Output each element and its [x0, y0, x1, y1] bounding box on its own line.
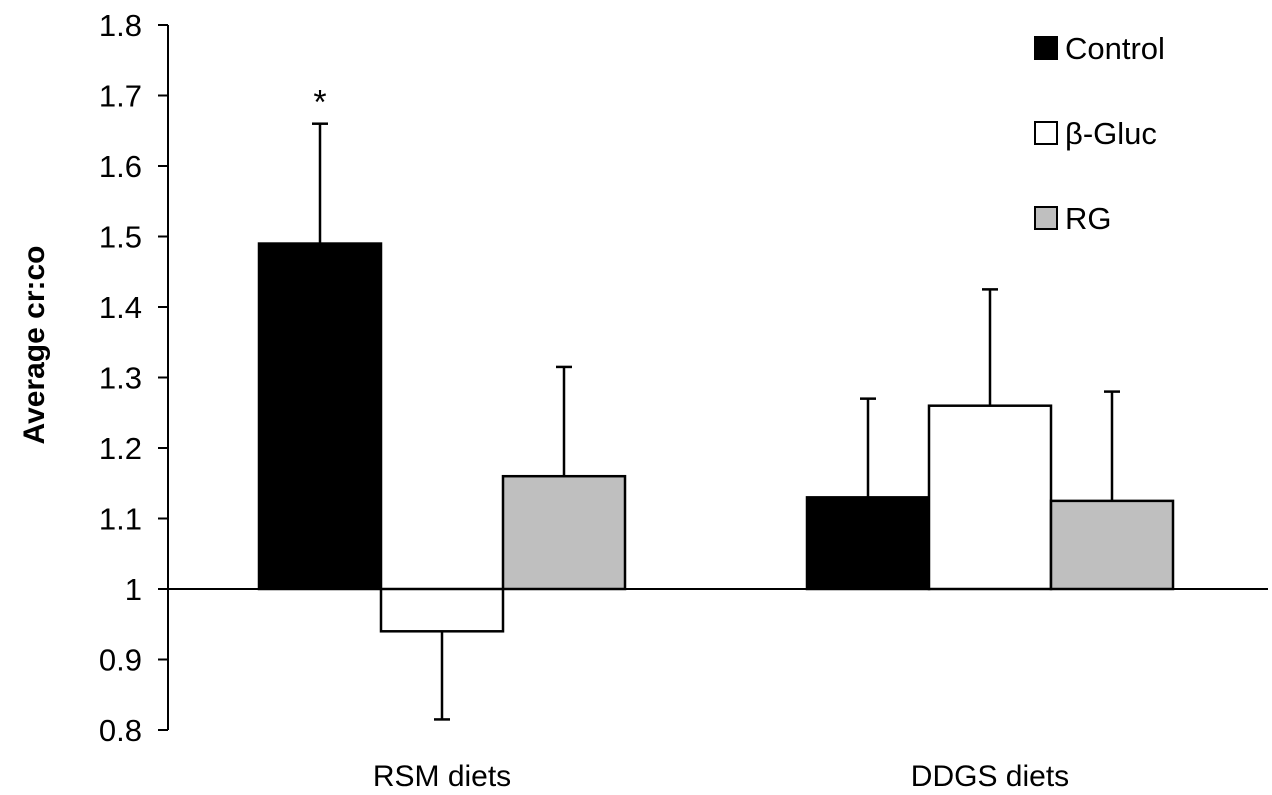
- bar-control-2: [805, 496, 931, 591]
- legend-swatch-1: [1034, 36, 1058, 60]
- legend: Control β-Gluc RG: [1034, 31, 1165, 236]
- significance-marker: *: [313, 84, 326, 122]
- axes-layer: RSM diets DDGS diets 0.8 0.9 1 1.1 1.2 1.3 1.4 1.…: [99, 8, 1268, 793]
- y-tick-label: 1.7: [99, 79, 142, 114]
- bar-control-1: [257, 242, 383, 591]
- y-tick-label: 1.2: [99, 431, 142, 466]
- legend-swatch-3: [1034, 206, 1058, 230]
- error-bars-layer: *: [312, 84, 1120, 721]
- bar-rg-2: [1049, 499, 1175, 591]
- x-category-label: RSM diets: [373, 760, 511, 790]
- bar--gluc-2: [927, 404, 1053, 591]
- x-category-label: DDGS diets: [911, 760, 1069, 790]
- bar--gluc-1: [379, 587, 505, 633]
- y-tick-label: 1.3: [99, 361, 142, 396]
- legend-label-1: Control: [1065, 31, 1165, 66]
- y-tick-label: 1.6: [99, 149, 142, 184]
- y-tick-label: 1.1: [99, 502, 142, 537]
- y-tick-label: 1.4: [99, 290, 142, 325]
- y-tick-label: 1.5: [99, 220, 142, 255]
- y-axis-label: Average cr:co: [18, 246, 51, 445]
- legend-label-2: β-Gluc: [1065, 116, 1157, 151]
- legend-label-3: RG: [1065, 201, 1112, 236]
- y-tick-label: 1: [125, 572, 142, 607]
- y-tick-label: 0.8: [99, 713, 142, 748]
- bar-rg-1: [501, 474, 627, 591]
- bars-layer: [257, 242, 1175, 633]
- legend-swatch-2: [1034, 121, 1058, 145]
- y-tick-label: 0.9: [99, 643, 142, 678]
- y-tick-label: 1.8: [99, 8, 142, 43]
